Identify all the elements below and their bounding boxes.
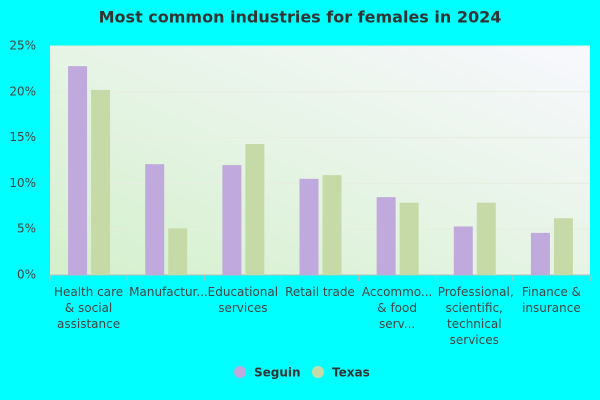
legend-label: Texas — [332, 366, 370, 380]
bar — [376, 197, 396, 275]
x-tick-label: Finance & insurance — [521, 285, 581, 315]
chart-title: Most common industries for females in 20… — [99, 8, 502, 27]
bar — [476, 202, 496, 275]
x-tick-label: Professional, scientific, technical serv… — [437, 285, 514, 347]
y-tick-label: 10% — [9, 176, 36, 190]
bar — [68, 66, 88, 275]
bar — [530, 232, 550, 275]
bar — [168, 228, 188, 275]
x-tick-label: Retail trade — [285, 285, 355, 299]
bar — [453, 226, 473, 275]
plot-area — [50, 46, 590, 275]
y-tick-label: 5% — [17, 222, 36, 236]
legend-label: Seguin — [254, 366, 301, 380]
x-tick-label: Health care & social assistance — [53, 285, 124, 331]
y-tick-label: 25% — [9, 39, 36, 53]
bar — [91, 89, 111, 275]
bar — [222, 165, 242, 275]
y-tick-label: 20% — [9, 84, 36, 98]
x-tick-label: Accommo... & food serv... — [361, 285, 433, 331]
y-tick-label: 0% — [17, 268, 36, 282]
legend-swatch — [234, 366, 246, 378]
y-tick-label: 15% — [9, 130, 36, 144]
x-tick-label: Educational services — [207, 285, 279, 315]
x-tick-label: Manufactur... — [129, 285, 208, 299]
bar — [553, 218, 573, 275]
bar — [145, 164, 165, 275]
bar — [322, 175, 342, 275]
bar — [299, 178, 319, 275]
bar — [245, 144, 265, 275]
bar — [399, 202, 419, 275]
legend-swatch — [312, 366, 324, 378]
